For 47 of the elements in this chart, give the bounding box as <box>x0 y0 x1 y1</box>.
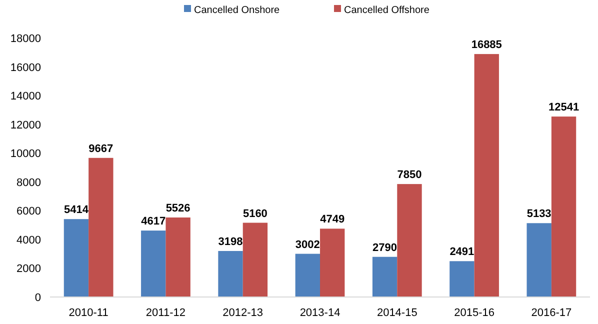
data-label: 2790 <box>372 242 398 254</box>
data-label: 9667 <box>88 142 114 155</box>
y-tick-label: 10000 <box>10 148 41 160</box>
x-tick-label: 2014-15 <box>376 307 418 319</box>
data-label: 3198 <box>218 236 243 248</box>
bar <box>88 158 114 297</box>
y-tick-label: 8000 <box>16 176 41 189</box>
bar <box>450 261 474 297</box>
data-label: 12541 <box>548 102 580 114</box>
y-tick-label: 12000 <box>10 119 41 132</box>
bar <box>397 184 422 297</box>
data-label: 4617 <box>141 216 166 228</box>
y-tick-label: 4000 <box>16 234 41 246</box>
x-tick-label: 2010-11 <box>68 307 108 319</box>
bar <box>551 116 576 297</box>
x-tick-label: 2011-12 <box>146 307 186 319</box>
bar <box>372 256 398 297</box>
x-tick-label: 2015-16 <box>454 307 494 319</box>
y-tick-label: 2000 <box>16 263 41 276</box>
y-tick-label: 16000 <box>10 62 41 74</box>
x-tick-label: 2016-17 <box>531 307 572 319</box>
data-label: 5414 <box>64 204 90 216</box>
x-tick-label: 2013-14 <box>300 307 340 319</box>
y-tick-label: 14000 <box>10 90 41 103</box>
data-label: 7850 <box>397 169 422 182</box>
data-label: 3002 <box>295 238 320 251</box>
bar <box>64 219 89 297</box>
data-label: 2491 <box>450 246 474 258</box>
data-label: 5133 <box>526 208 552 220</box>
y-tick-label: 6000 <box>16 206 41 218</box>
data-label: 16885 <box>471 39 502 52</box>
y-tick-label: 18000 <box>10 33 41 45</box>
bar <box>218 250 243 297</box>
legend-label: Cancelled Onshore <box>194 5 280 16</box>
data-label: 5526 <box>166 202 190 214</box>
legend-label: Cancelled Offshore <box>344 5 430 16</box>
x-tick-label: 2012-13 <box>222 307 264 319</box>
bar <box>474 54 499 297</box>
data-label: 4749 <box>320 214 345 226</box>
bar <box>295 254 320 297</box>
bar <box>320 228 345 297</box>
bar <box>141 230 166 297</box>
bar <box>526 223 552 297</box>
bar <box>166 217 190 297</box>
data-label: 5160 <box>242 208 268 220</box>
bar <box>242 222 268 297</box>
y-tick-label: 0 <box>34 292 41 304</box>
